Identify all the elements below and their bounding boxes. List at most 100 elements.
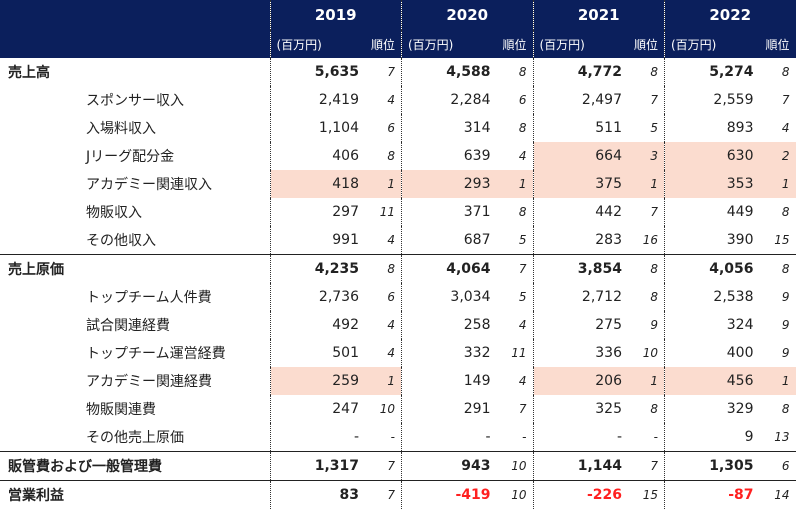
amount-cell: 1,317 [270, 452, 365, 481]
rank-header: 順位 [497, 30, 534, 58]
amount-cell: 258 [402, 311, 497, 339]
rank-header: 順位 [760, 30, 796, 58]
amount-cell: 501 [270, 339, 365, 367]
amount-cell: 1,104 [270, 114, 365, 142]
row-label: アカデミー関連収入 [0, 170, 270, 198]
row-label: トップチーム人件費 [0, 283, 270, 311]
row-label: スポンサー収入 [0, 86, 270, 114]
year-header: 2021 [533, 0, 665, 30]
amount-cell: 456 [665, 367, 760, 395]
amount-cell: 4,588 [402, 58, 497, 86]
corner [0, 30, 270, 58]
rank-cell: 7 [628, 86, 665, 114]
amount-cell: 4,056 [665, 255, 760, 284]
amount-cell: 687 [402, 226, 497, 255]
row-label: 営業利益 [0, 481, 270, 509]
row-label: 試合関連経費 [0, 311, 270, 339]
amount-cell: 2,559 [665, 86, 760, 114]
rank-cell: 8 [497, 198, 534, 226]
amount-cell: 291 [402, 395, 497, 423]
amount-cell: 2,736 [270, 283, 365, 311]
rank-cell: 9 [760, 283, 796, 311]
amount-cell: 314 [402, 114, 497, 142]
amount-cell: 492 [270, 311, 365, 339]
amount-cell: 293 [402, 170, 497, 198]
unit-header: (百万円) [533, 30, 628, 58]
amount-cell: 4,235 [270, 255, 365, 284]
amount-cell: 247 [270, 395, 365, 423]
amount-cell: 991 [270, 226, 365, 255]
rank-cell: 10 [628, 339, 665, 367]
amount-cell: 83 [270, 481, 365, 509]
year-header: 2022 [665, 0, 796, 30]
rank-cell: 5 [497, 226, 534, 255]
rank-cell: 4 [497, 142, 534, 170]
rank-header: 順位 [628, 30, 665, 58]
rank-cell: - [365, 423, 402, 452]
rank-cell: 4 [760, 114, 796, 142]
rank-cell: 9 [628, 311, 665, 339]
rank-cell: 8 [760, 395, 796, 423]
rank-cell: 8 [365, 142, 402, 170]
amount-cell: - [270, 423, 365, 452]
rank-cell: 9 [760, 339, 796, 367]
amount-cell: 324 [665, 311, 760, 339]
amount-cell: 371 [402, 198, 497, 226]
amount-cell: 639 [402, 142, 497, 170]
rank-cell: 6 [497, 86, 534, 114]
row-label: 売上原価 [0, 255, 270, 284]
rank-cell: 8 [497, 114, 534, 142]
rank-cell: 9 [760, 311, 796, 339]
amount-cell: 2,538 [665, 283, 760, 311]
amount-cell: 149 [402, 367, 497, 395]
amount-cell: 406 [270, 142, 365, 170]
unit-header: (百万円) [270, 30, 365, 58]
year-header: 2020 [402, 0, 534, 30]
amount-cell: 206 [533, 367, 628, 395]
rank-cell: 7 [365, 481, 402, 509]
amount-cell: 664 [533, 142, 628, 170]
rank-cell: 3 [628, 142, 665, 170]
rank-cell: 5 [497, 283, 534, 311]
rank-cell: 11 [365, 198, 402, 226]
amount-cell: -87 [665, 481, 760, 509]
rank-cell: 8 [760, 255, 796, 284]
rank-cell: - [497, 423, 534, 452]
amount-cell: 3,034 [402, 283, 497, 311]
rank-cell: 8 [628, 283, 665, 311]
amount-cell: 325 [533, 395, 628, 423]
rank-cell: 1 [497, 170, 534, 198]
rank-cell: 8 [628, 395, 665, 423]
rank-cell: 7 [760, 86, 796, 114]
rank-cell: 10 [497, 481, 534, 509]
rank-cell: 1 [760, 367, 796, 395]
amount-cell: 283 [533, 226, 628, 255]
amount-cell: 3,854 [533, 255, 628, 284]
amount-cell: 390 [665, 226, 760, 255]
rank-cell: 4 [365, 226, 402, 255]
rank-header: 順位 [365, 30, 402, 58]
rank-cell: 8 [628, 255, 665, 284]
amount-cell: 511 [533, 114, 628, 142]
rank-cell: 4 [365, 86, 402, 114]
rank-cell: 4 [497, 311, 534, 339]
rank-cell: 5 [628, 114, 665, 142]
rank-cell: 1 [760, 170, 796, 198]
amount-cell: 9 [665, 423, 760, 452]
amount-cell: 418 [270, 170, 365, 198]
rank-cell: 6 [760, 452, 796, 481]
amount-cell: - [402, 423, 497, 452]
